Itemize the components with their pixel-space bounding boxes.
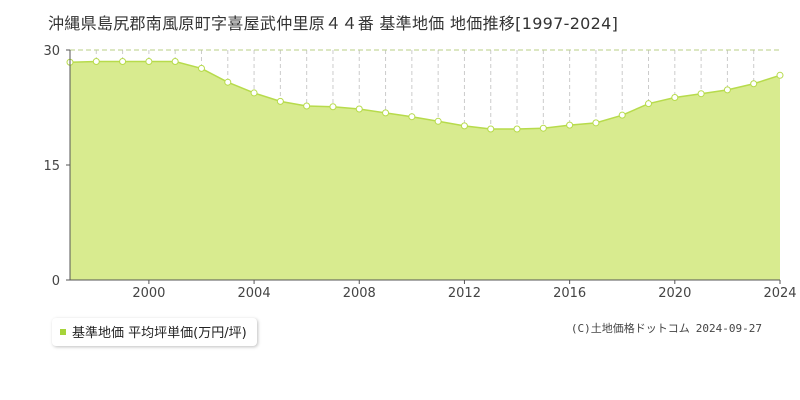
- x-tick-label: 2024: [763, 286, 796, 301]
- data-point: [303, 102, 311, 110]
- data-point: [618, 111, 626, 119]
- legend-label: 基準地価 平均坪単価(万円/坪): [72, 326, 247, 341]
- data-point: [197, 64, 205, 72]
- data-point: [250, 89, 258, 97]
- y-tick-label: 30: [43, 44, 60, 59]
- x-tick-label: 2000: [132, 286, 165, 301]
- data-point: [671, 94, 679, 102]
- y-tick-labels: 0 15 30: [43, 44, 70, 289]
- data-point: [566, 121, 574, 129]
- data-point: [355, 105, 363, 113]
- data-point: [145, 58, 153, 65]
- x-tick-label: 2004: [238, 286, 271, 301]
- data-point: [408, 113, 416, 121]
- copyright-date: 2024-09-27: [695, 322, 762, 335]
- chart-title: 沖縄県島尻郡南風原町字喜屋武仲里原４４番 基準地価 地価推移[1997-2024…: [48, 14, 619, 33]
- data-point: [723, 86, 731, 94]
- data-point: [171, 58, 179, 65]
- data-point: [697, 90, 705, 98]
- copyright-owner: (C)土地価格ドットコム: [570, 322, 690, 335]
- legend: 基準地価 平均坪単価(万円/坪): [52, 318, 257, 346]
- data-point: [276, 97, 284, 105]
- x-tick-labels: 2000 2004 2008 2012 2016 2020 2024: [132, 280, 797, 301]
- x-tick-label: 2012: [448, 286, 481, 301]
- series-area: [70, 61, 780, 280]
- y-tick-label: 15: [43, 159, 60, 174]
- x-tick-label: 2008: [343, 286, 376, 301]
- data-point: [460, 122, 468, 130]
- data-point: [645, 100, 653, 108]
- data-point: [539, 124, 547, 132]
- data-points: [66, 58, 784, 133]
- data-point: [750, 80, 758, 88]
- copyright: (C)土地価格ドットコム 2024-09-27: [571, 320, 768, 336]
- data-point: [92, 58, 100, 65]
- x-tick-label: 2016: [553, 286, 586, 301]
- data-point: [434, 117, 442, 125]
- data-point: [382, 109, 390, 117]
- data-point: [224, 78, 232, 86]
- legend-marker: [60, 328, 66, 335]
- x-tick-label: 2020: [658, 286, 691, 301]
- y-tick-label: 0: [52, 274, 60, 289]
- data-point: [487, 125, 495, 133]
- data-point: [776, 71, 784, 79]
- data-point: [592, 119, 600, 127]
- data-point: [329, 103, 337, 111]
- series-line: [69, 60, 781, 130]
- data-point: [513, 125, 521, 133]
- data-point: [119, 58, 127, 65]
